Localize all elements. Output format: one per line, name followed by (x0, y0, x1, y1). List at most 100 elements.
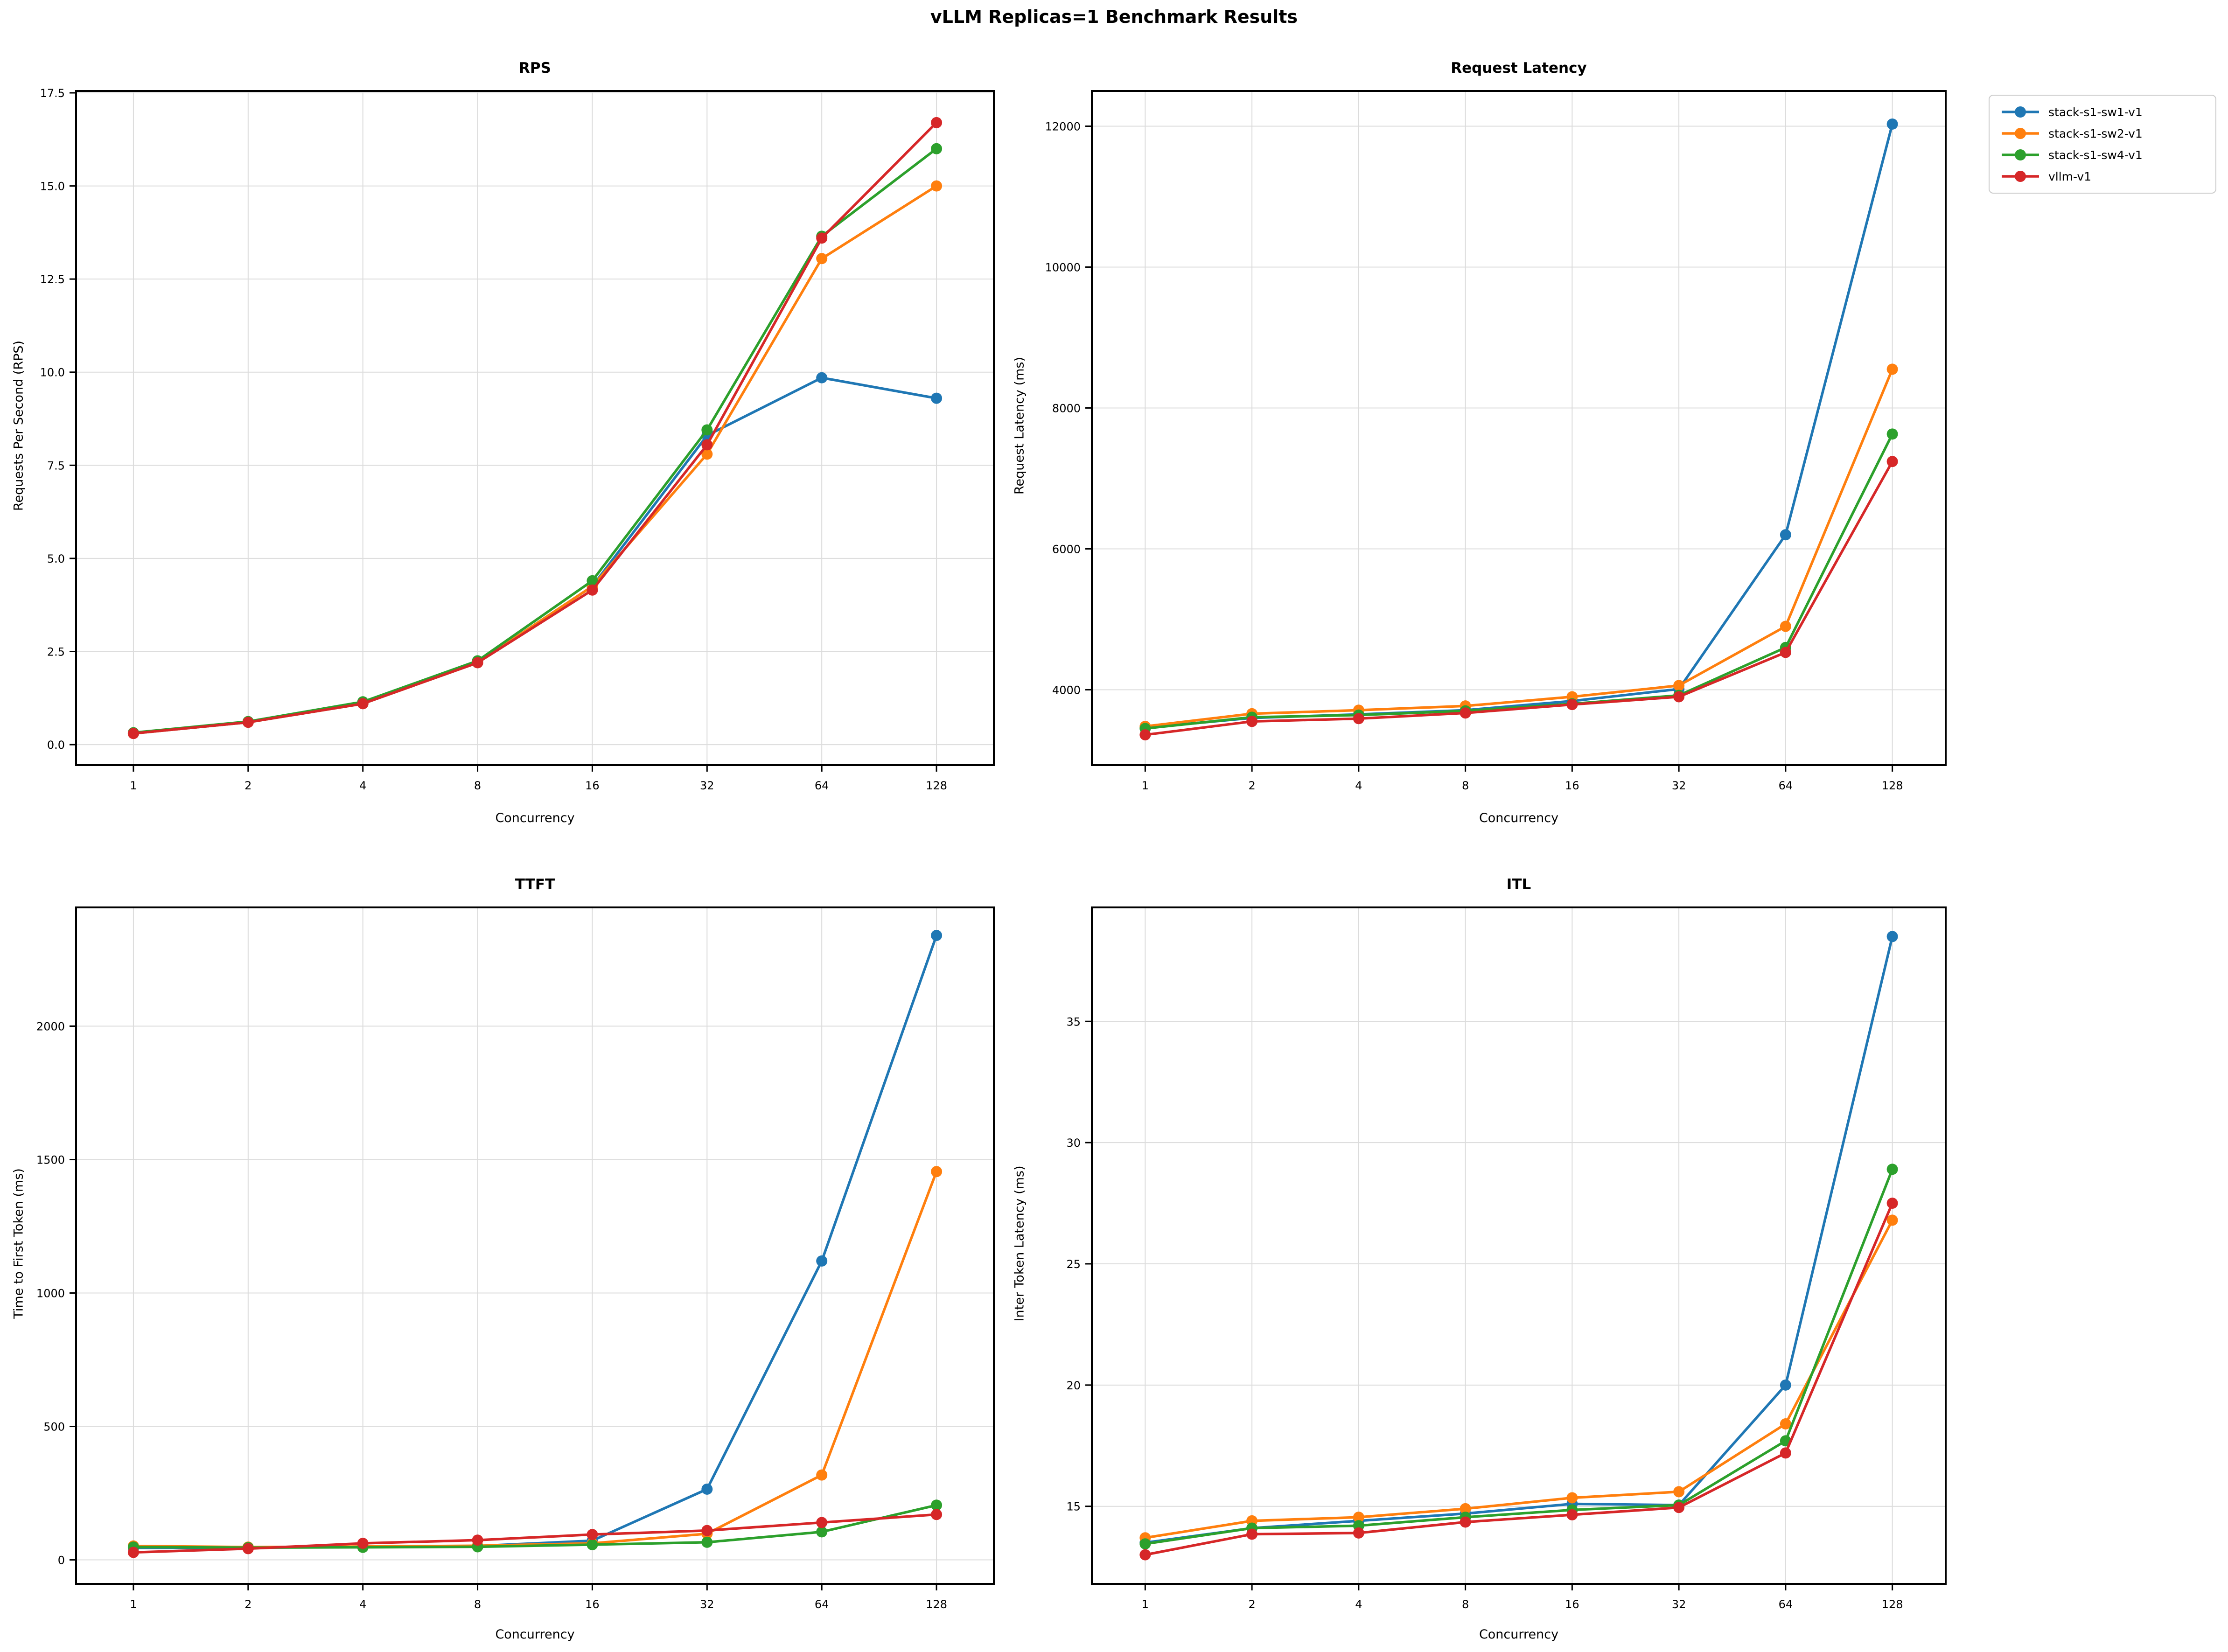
series-vllm-v1 (127, 1509, 943, 1558)
axes-frame (1091, 90, 1947, 766)
data-point (1460, 1516, 1471, 1528)
data-point (1566, 1509, 1578, 1520)
data-point (1886, 931, 1898, 942)
legend-line-marker-icon (2002, 106, 2039, 118)
data-point (1886, 428, 1898, 440)
data-point (1886, 363, 1898, 375)
grid (76, 91, 994, 765)
x-tick-label: 128 (926, 779, 947, 792)
data-point (1353, 1512, 1364, 1523)
data-point (1139, 1538, 1151, 1550)
data-point (701, 1483, 713, 1495)
data-point (931, 180, 943, 192)
axes-frame (75, 90, 995, 766)
y-tick-label: 15 (1066, 1500, 1081, 1513)
data-point (701, 424, 713, 436)
data-point (587, 575, 598, 586)
data-point (1460, 707, 1471, 719)
x-tick-label: 16 (585, 1598, 600, 1611)
data-point (1566, 1492, 1578, 1504)
data-point (701, 448, 713, 460)
figure-title: vLLM Replicas=1 Benchmark Results (930, 7, 1298, 27)
axis-ticks: 1 2 4 8 16 32 64 128 0 500 1000 1500 2000 (36, 1020, 947, 1611)
data-point (587, 584, 598, 596)
plot-area-ttft: 1 2 4 8 16 32 64 128 0 500 1000 1500 2000 (36, 906, 995, 1611)
data-point (1673, 1486, 1685, 1498)
data-point (127, 1547, 139, 1558)
x-tick-label: 64 (815, 1598, 829, 1611)
legend-item: stack-s1-sw1-v1 (2000, 105, 2205, 119)
grid (76, 907, 994, 1584)
x-tick-label: 128 (1882, 779, 1903, 792)
data-point (1780, 1447, 1791, 1459)
series-stack-s1-sw2-v1 (1139, 363, 1898, 732)
data-point (472, 1534, 483, 1546)
data-point (1780, 647, 1791, 658)
data-point (1780, 1379, 1791, 1391)
data-point (1460, 1503, 1471, 1514)
y-tick-label: 10000 (1045, 261, 1081, 274)
grid (1092, 91, 1946, 765)
chart-title-itl: ITL (1506, 876, 1531, 893)
y-axis-label-ttft: Time to First Token (ms) (11, 1168, 26, 1319)
legend-line-marker-icon (2002, 171, 2039, 182)
legend-item: stack-s1-sw2-v1 (2000, 126, 2205, 140)
y-tick-label: 10.0 (40, 366, 65, 379)
y-tick-label: 35 (1066, 1015, 1081, 1028)
axes-frame (1091, 906, 1947, 1585)
series-stack-s1-sw1-v1 (127, 930, 943, 1554)
series-stack-s1-sw1-v1 (1139, 118, 1898, 733)
y-tick-label: 15.0 (40, 180, 65, 193)
x-tick-label: 64 (1779, 1598, 1793, 1611)
x-tick-label: 8 (1462, 1598, 1469, 1611)
data-point (816, 1469, 828, 1481)
data-point (1673, 1502, 1685, 1513)
x-tick-label: 32 (1672, 1598, 1686, 1611)
x-tick-label: 64 (815, 779, 829, 792)
x-tick-label: 8 (474, 1598, 481, 1611)
legend-label: stack-s1-sw2-v1 (2048, 126, 2143, 140)
x-tick-label: 2 (1248, 1598, 1255, 1611)
data-point (816, 232, 828, 244)
data-point (1353, 713, 1364, 725)
x-tick-label: 8 (474, 779, 481, 792)
rps-chart: 1 2 4 8 16 32 64 128 0.0 2.5 5.0 7.5 10.0 12.5 15.0 17.… (40, 87, 995, 792)
x-tick-label: 4 (1355, 1598, 1362, 1611)
request-latency-chart: 1 2 4 8 16 32 64 128 4000 6000 8000 10000 12000 (1045, 90, 1947, 792)
y-tick-label: 1000 (36, 1287, 65, 1300)
data-point (357, 698, 369, 710)
data-point (242, 717, 254, 728)
data-point (1886, 456, 1898, 467)
x-axis-label-itl: Concurrency (1479, 1627, 1559, 1642)
series-stack-s1-sw2-v1 (127, 180, 943, 739)
series-stack-s1-sw4-v1 (1139, 428, 1898, 734)
data-point (816, 253, 828, 265)
x-tick-label: 1 (1142, 779, 1149, 792)
axis-ticks: 1 2 4 8 16 32 64 128 4000 6000 8000 10000 12000 (1045, 120, 1903, 792)
y-axis-label-itl: Inter Token Latency (ms) (1012, 1165, 1027, 1322)
x-tick-label: 128 (926, 1598, 947, 1611)
y-tick-label: 12.5 (40, 273, 65, 286)
y-tick-label: 1500 (36, 1154, 65, 1167)
data-point (1566, 699, 1578, 711)
data-point (1780, 529, 1791, 541)
data-point (931, 1509, 943, 1520)
x-tick-label: 1 (130, 779, 137, 792)
data-point (816, 1255, 828, 1267)
data-point (587, 1539, 598, 1550)
data-point (1673, 680, 1685, 691)
series-stack-s1-sw2-v1 (127, 1166, 943, 1553)
x-tick-label: 2 (1248, 779, 1255, 792)
plot-area-itl: 1 2 4 8 16 32 64 128 15 20 25 30 35 (1066, 906, 1947, 1611)
x-axis-label-rps: Concurrency (495, 811, 575, 825)
y-tick-label: 0 (58, 1554, 65, 1567)
data-point (1673, 691, 1685, 703)
y-tick-label: 17.5 (40, 87, 65, 100)
x-tick-label: 8 (1462, 779, 1469, 792)
data-point (816, 372, 828, 383)
data-point (587, 1529, 598, 1540)
x-tick-label: 2 (244, 1598, 251, 1611)
legend-label: stack-s1-sw4-v1 (2048, 148, 2143, 162)
y-axis-label-rps: Requests Per Second (RPS) (11, 340, 26, 511)
